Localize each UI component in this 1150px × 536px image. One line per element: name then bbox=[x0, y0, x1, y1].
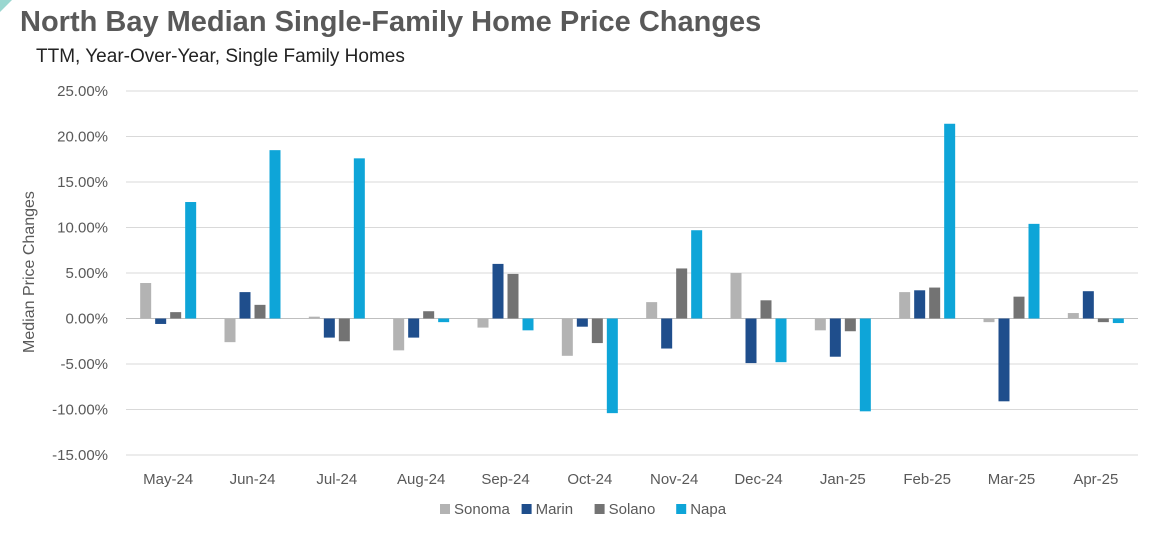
bar-marin-jun-24 bbox=[239, 292, 251, 319]
bar-napa-apr-25 bbox=[1112, 318, 1124, 324]
bars bbox=[140, 123, 1124, 414]
x-tick-label: Dec-24 bbox=[734, 471, 782, 488]
bar-napa-jun-24 bbox=[269, 150, 281, 319]
legend-label-solano: Solano bbox=[609, 501, 656, 518]
bar-marin-sep-24 bbox=[492, 263, 504, 319]
x-tick-label: Apr-25 bbox=[1073, 471, 1118, 488]
bar-sonoma-jun-24 bbox=[224, 318, 236, 343]
y-axis-title: Median Price Changes bbox=[21, 191, 38, 353]
bar-napa-oct-24 bbox=[606, 318, 618, 414]
bar-solano-sep-24 bbox=[507, 273, 519, 319]
bar-napa-jul-24 bbox=[353, 158, 365, 319]
bar-solano-apr-25 bbox=[1097, 318, 1109, 323]
bar-napa-sep-24 bbox=[522, 318, 534, 331]
bar-marin-mar-25 bbox=[998, 318, 1010, 402]
y-tick-label: 0.00% bbox=[65, 311, 108, 328]
bar-marin-aug-24 bbox=[408, 318, 420, 338]
x-tick-label: May-24 bbox=[143, 471, 193, 488]
bar-marin-jan-25 bbox=[829, 318, 841, 357]
bar-solano-jan-25 bbox=[844, 318, 856, 332]
bar-napa-aug-24 bbox=[438, 318, 450, 323]
bar-sonoma-aug-24 bbox=[393, 318, 405, 351]
legend-label-sonoma: Sonoma bbox=[454, 501, 511, 518]
bar-solano-jun-24 bbox=[254, 304, 266, 319]
x-tick-label: Feb-25 bbox=[903, 471, 951, 488]
legend-swatch-sonoma bbox=[440, 504, 450, 514]
bar-napa-may-24 bbox=[185, 202, 197, 319]
bar-sonoma-jan-25 bbox=[814, 318, 826, 331]
y-tick-label: -10.00% bbox=[52, 402, 108, 419]
bar-solano-jul-24 bbox=[338, 318, 350, 342]
bar-napa-feb-25 bbox=[944, 123, 956, 319]
x-tick-label: Jan-25 bbox=[820, 471, 866, 488]
x-tick-label: Jun-24 bbox=[230, 471, 276, 488]
bar-napa-dec-24 bbox=[775, 318, 787, 363]
bar-sonoma-nov-24 bbox=[646, 302, 658, 319]
chart-subtitle: TTM, Year-Over-Year, Single Family Homes bbox=[36, 46, 405, 67]
x-tick-label: Nov-24 bbox=[650, 471, 698, 488]
bar-marin-nov-24 bbox=[661, 318, 673, 349]
x-tick-label: Sep-24 bbox=[481, 471, 529, 488]
x-axis-ticks: May-24 Jun-24 Jul-24 Aug-24 Sep-24 Oct-24 Nov-… bbox=[143, 471, 1118, 488]
bar-marin-may-24 bbox=[155, 318, 167, 324]
legend-swatch-solano bbox=[594, 504, 605, 514]
bar-marin-feb-25 bbox=[914, 290, 926, 319]
chart-title: North Bay Median Single-Family Home Pric… bbox=[20, 6, 762, 38]
bar-sonoma-jul-24 bbox=[308, 316, 320, 319]
bar-marin-oct-24 bbox=[576, 318, 588, 327]
y-tick-label: 25.00% bbox=[57, 83, 108, 100]
bar-sonoma-may-24 bbox=[140, 283, 152, 319]
bar-solano-dec-24 bbox=[760, 300, 772, 319]
bar-sonoma-dec-24 bbox=[730, 273, 742, 319]
bar-sonoma-oct-24 bbox=[561, 318, 573, 356]
x-tick-label: Mar-25 bbox=[988, 471, 1036, 488]
bar-napa-nov-24 bbox=[691, 230, 703, 319]
legend-label-napa: Napa bbox=[690, 501, 727, 518]
bar-solano-feb-25 bbox=[929, 287, 941, 319]
x-tick-label: Jul-24 bbox=[316, 471, 357, 488]
legend-swatch-marin bbox=[521, 504, 532, 514]
bar-marin-apr-25 bbox=[1082, 291, 1094, 319]
legend-swatch-napa bbox=[676, 504, 687, 514]
bar-solano-may-24 bbox=[170, 312, 182, 319]
bar-solano-oct-24 bbox=[591, 318, 603, 344]
x-tick-label: Oct-24 bbox=[567, 471, 612, 488]
bar-sonoma-mar-25 bbox=[983, 318, 995, 323]
y-axis-ticks: 25.00% 20.00% 15.00% 10.00% 5.00% 0.00% -5.00%… bbox=[52, 83, 108, 464]
y-tick-label: 10.00% bbox=[57, 220, 108, 237]
bar-solano-nov-24 bbox=[676, 268, 688, 319]
bar-solano-aug-24 bbox=[423, 311, 435, 319]
bar-solano-mar-25 bbox=[1013, 296, 1025, 319]
legend: Sonoma Marin Solano Napa bbox=[440, 501, 727, 518]
y-tick-label: -15.00% bbox=[52, 447, 108, 464]
legend-label-marin: Marin bbox=[536, 501, 574, 518]
bar-marin-jul-24 bbox=[323, 318, 335, 338]
y-tick-label: -5.00% bbox=[60, 356, 108, 373]
y-tick-label: 20.00% bbox=[57, 129, 108, 146]
y-tick-label: 5.00% bbox=[65, 265, 108, 282]
x-tick-label: Aug-24 bbox=[397, 471, 445, 488]
bar-sonoma-sep-24 bbox=[477, 318, 489, 328]
bar-sonoma-apr-25 bbox=[1067, 313, 1079, 319]
bar-napa-mar-25 bbox=[1028, 223, 1040, 319]
bar-marin-dec-24 bbox=[745, 318, 757, 364]
bar-sonoma-feb-25 bbox=[899, 292, 911, 319]
bar-napa-jan-25 bbox=[859, 318, 871, 412]
corner-accent bbox=[0, 0, 12, 12]
y-tick-label: 15.00% bbox=[57, 174, 108, 191]
gridlines bbox=[126, 90, 1138, 456]
